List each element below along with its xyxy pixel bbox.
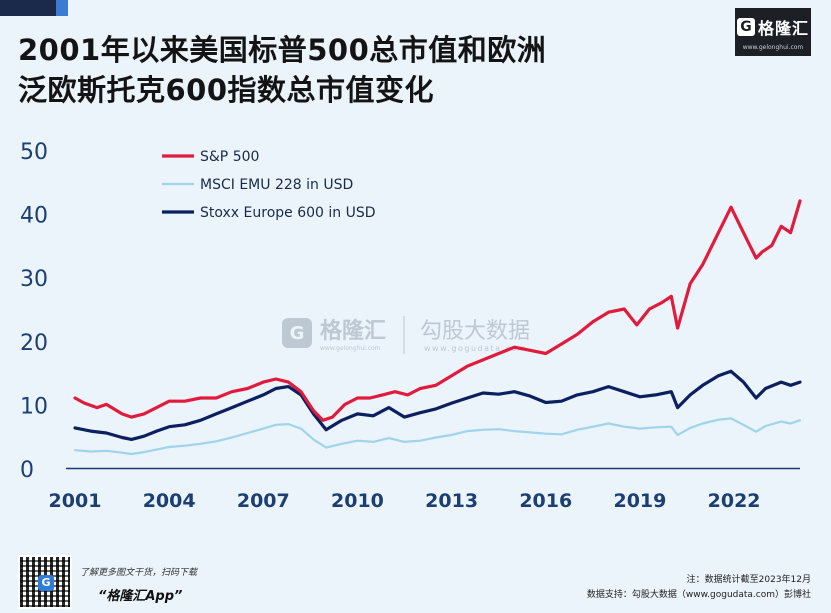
- legend-label: MSCI EMU 228 in USD: [200, 177, 353, 193]
- data-source: 数据支持：勾股大数据（www.gogudata.com）彭博社: [586, 590, 811, 600]
- watermark-gelonghui: 格隆汇: [320, 318, 386, 344]
- watermark-gogudata: 勾股大数据: [420, 319, 530, 344]
- y-axis-ticks: 0 10 20 30 40 50: [20, 140, 48, 483]
- x-tick-label: 2001: [49, 490, 102, 512]
- qr-code: G: [18, 555, 72, 609]
- line-chart: G 格隆汇 www.gelonghui.com 勾股大数据 www.goguda…: [20, 140, 802, 512]
- title-line-1: 2001年以来美国标普500总市值和欧洲: [18, 33, 547, 67]
- footer: G 了解更多图文干货，扫码下载 “格隆汇App” 注：数据统计截至2023年12…: [0, 545, 831, 613]
- watermark-gelonghui-url: www.gelonghui.com: [320, 345, 381, 352]
- series-lines: [73, 199, 802, 456]
- logo-g-icon: G: [736, 18, 755, 36]
- x-tick-label: 2010: [331, 490, 384, 512]
- title-line-2: 泛欧斯托克600指数总市值变化: [18, 73, 435, 107]
- series-line-s-p-500: [73, 199, 802, 422]
- x-tick-label: 2004: [143, 490, 196, 512]
- corner-tab: [0, 0, 68, 16]
- svg-text:G: G: [290, 323, 305, 344]
- data-note: 注：数据统计截至2023年12月: [686, 575, 811, 585]
- x-tick-label: 2019: [613, 490, 666, 512]
- legend: S&P 500 MSCI EMU 228 in USD Stoxx Europe 6…: [162, 149, 376, 221]
- y-tick-label: 10: [20, 394, 48, 419]
- series-line-msci-emu-228-in-usd: [73, 417, 802, 456]
- download-prompt: 了解更多图文干货，扫码下载: [80, 568, 198, 578]
- series-line-stoxx-europe-600-in-usd: [73, 369, 802, 441]
- y-tick-label: 0: [20, 458, 34, 483]
- x-tick-label: 2022: [708, 490, 761, 512]
- y-tick-label: 50: [20, 140, 48, 165]
- x-tick-label: 2007: [237, 490, 290, 512]
- y-tick-label: 30: [20, 267, 48, 292]
- y-tick-label: 40: [20, 204, 48, 229]
- x-tick-label: 2013: [425, 490, 478, 512]
- watermark-logo-icon: [282, 318, 312, 348]
- legend-label: Stoxx Europe 600 in USD: [200, 205, 376, 221]
- chart-title: 2001年以来美国标普500总市值和欧洲 泛欧斯托克600指数总市值变化: [18, 30, 546, 110]
- y-tick-label: 20: [20, 331, 48, 356]
- qr-logo-icon: G: [38, 575, 54, 591]
- logo-name: 格隆汇: [757, 19, 809, 38]
- x-tick-label: 2016: [519, 490, 572, 512]
- x-axis-ticks: 2001 2004 2007 2010 2013 2016 2019 2022: [49, 490, 761, 512]
- logo-url: www.gelonghui.com: [742, 44, 804, 51]
- watermark: G 格隆汇 www.gelonghui.com 勾股大数据 www.goguda…: [282, 316, 530, 354]
- app-name: “格隆汇App”: [98, 589, 183, 604]
- gelonghui-logo: G 格隆汇 www.gelonghui.com: [735, 8, 811, 56]
- legend-label: S&P 500: [200, 149, 259, 165]
- watermark-gogudata-url: www.gogudata.com: [424, 344, 527, 353]
